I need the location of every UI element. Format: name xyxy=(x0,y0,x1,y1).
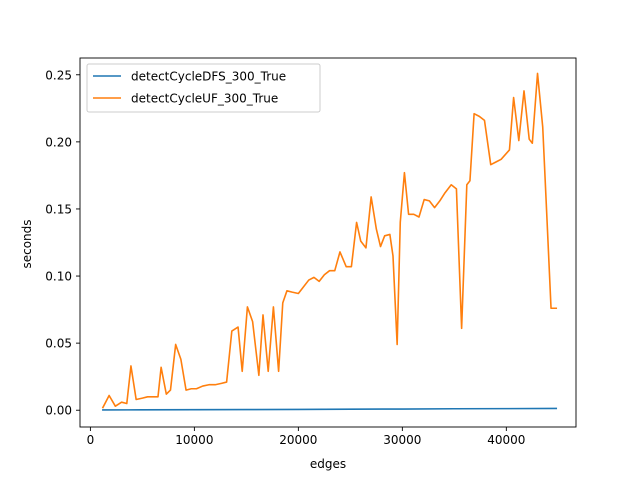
legend: detectCycleDFS_300_True detectCycleUF_30… xyxy=(86,63,321,113)
y-tick-label: 0.00 xyxy=(45,404,72,418)
x-tick-label: 10000 xyxy=(175,433,213,447)
y-tick-label: 0.15 xyxy=(45,202,72,216)
x-axis-label: edges xyxy=(310,457,346,471)
x-tick-label: 30000 xyxy=(383,433,421,447)
series-layer xyxy=(101,72,558,411)
y-axis-label: seconds xyxy=(20,219,34,268)
plot-area xyxy=(80,58,576,427)
legend-label-dfs: detectCycleDFS_300_True xyxy=(131,70,286,84)
legend-box xyxy=(86,63,321,113)
x-tick-label: 0 xyxy=(87,433,95,447)
legend-label-uf: detectCycleUF_300_True xyxy=(131,92,278,106)
axes-layer: 0 10000 20000 30000 40000 0.00 0.05 0.10 0.15 0.2… xyxy=(45,57,577,447)
axes-frame xyxy=(79,57,577,428)
y-tick-label: 0.25 xyxy=(45,68,72,82)
y-tick-label: 0.10 xyxy=(45,270,72,284)
x-tick-label: 20000 xyxy=(279,433,317,447)
series-line-1 xyxy=(101,72,558,409)
y-tick-label: 0.20 xyxy=(45,135,72,149)
plot-background xyxy=(80,58,576,427)
x-tick-label: 40000 xyxy=(487,433,525,447)
y-tick-label: 0.05 xyxy=(45,337,72,351)
series-line-0 xyxy=(102,407,558,411)
